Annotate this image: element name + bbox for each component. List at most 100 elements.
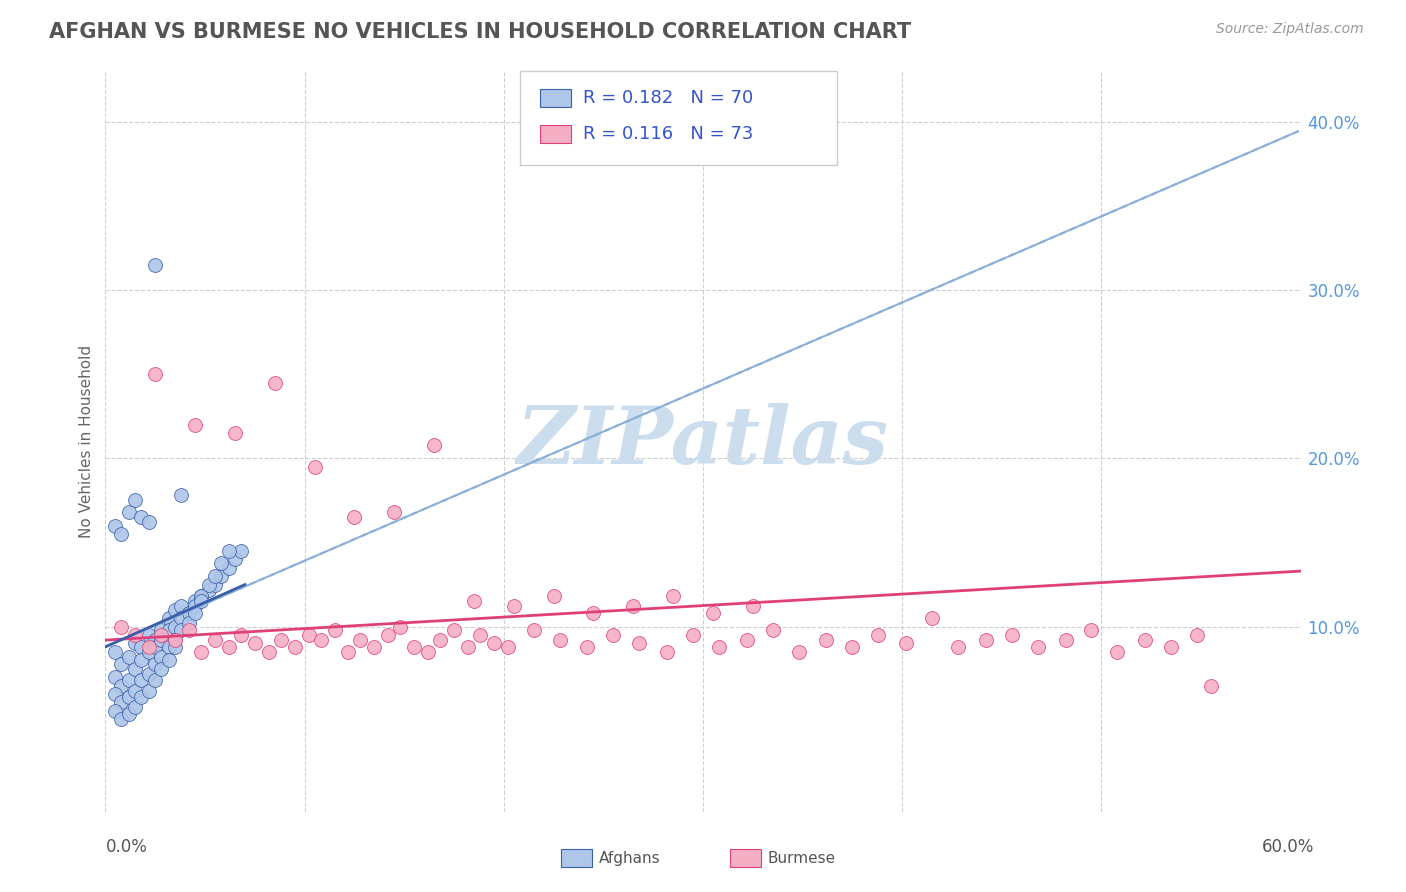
Point [377,628,399,642]
Point [110,679,132,693]
Point [655,645,678,659]
Point [815,633,838,648]
Point [363,640,385,654]
Point [787,645,810,659]
Point [143,673,166,688]
Point [138,640,160,654]
Point [170,599,193,614]
Point [143,258,166,272]
Point [209,569,232,583]
Point [463,594,485,608]
Point [184,599,207,614]
Point [170,611,193,625]
Point [129,673,153,688]
Point [582,606,605,620]
Point [1107,645,1129,659]
Text: Afghans: Afghans [599,851,661,865]
Text: AFGHAN VS BURMESE NO VEHICLES IN HOUSEHOLD CORRELATION CHART: AFGHAN VS BURMESE NO VEHICLES IN HOUSEHO… [49,22,911,42]
Point [309,633,332,648]
Point [482,636,505,650]
Point [104,670,127,684]
Point [263,376,285,390]
Point [104,645,127,659]
Text: Source: ZipAtlas.com: Source: ZipAtlas.com [1216,22,1364,37]
Point [138,628,160,642]
Point [946,640,969,654]
Point [707,640,730,654]
Point [257,645,280,659]
Point [389,619,412,633]
Point [118,505,141,519]
Point [138,666,160,681]
Point [177,623,201,637]
Point [974,633,997,648]
Point [177,606,201,620]
Point [868,628,890,642]
Point [177,606,201,620]
Point [124,493,146,508]
Point [337,645,360,659]
Point [229,544,252,558]
Point [143,633,166,648]
Point [110,527,132,541]
Point [118,649,141,664]
Point [224,426,246,441]
Point [124,628,146,642]
Point [204,633,226,648]
Point [468,628,491,642]
Point [118,707,141,722]
Point [150,649,173,664]
Point [243,636,266,650]
Point [110,695,132,709]
Point [190,590,212,604]
Point [1160,640,1182,654]
Point [602,628,624,642]
Point [429,633,451,648]
Text: 0.0%: 0.0% [105,838,148,855]
Point [1054,633,1077,648]
Point [502,599,524,614]
Point [129,510,153,524]
Point [165,603,187,617]
Point [343,510,366,524]
Point [418,645,440,659]
Point [150,623,173,637]
Point [204,569,226,583]
Point [190,590,212,604]
Point [124,683,146,698]
Point [118,673,141,688]
Point [702,606,724,620]
Point [218,560,240,574]
Point [1185,628,1208,642]
Point [138,516,160,530]
Point [124,636,146,650]
Point [443,623,465,637]
Point [323,623,346,637]
Point [157,611,180,625]
Point [382,505,405,519]
Point [138,645,160,659]
Text: R = 0.116   N = 73: R = 0.116 N = 73 [583,125,754,143]
Point [157,653,180,667]
Point [735,633,758,648]
Point [138,683,160,698]
Point [523,623,546,637]
Point [118,690,141,705]
Point [184,594,207,608]
Point [218,544,240,558]
Point [762,623,785,637]
Point [129,640,153,654]
Point [284,640,307,654]
Point [270,633,292,648]
Point [150,633,173,648]
Point [129,690,153,705]
Point [143,368,166,382]
Point [104,687,127,701]
Point [157,623,180,637]
Point [110,712,132,726]
Point [1135,633,1157,648]
Point [129,653,153,667]
Point [218,640,240,654]
Point [621,599,644,614]
Point [165,633,187,648]
